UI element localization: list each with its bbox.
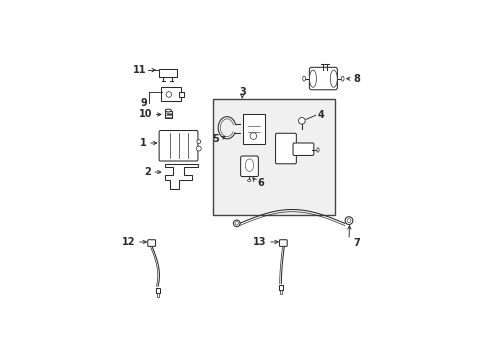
FancyBboxPatch shape: [161, 87, 181, 102]
Bar: [156, 288, 160, 293]
FancyBboxPatch shape: [147, 240, 155, 246]
Bar: [164, 111, 171, 118]
Bar: [280, 290, 282, 294]
Ellipse shape: [341, 76, 344, 81]
Ellipse shape: [309, 70, 316, 87]
Circle shape: [166, 92, 171, 97]
Circle shape: [233, 220, 240, 227]
Bar: [213, 99, 334, 215]
Ellipse shape: [245, 159, 253, 171]
Ellipse shape: [316, 148, 319, 152]
Bar: [159, 69, 177, 77]
Text: 9: 9: [140, 98, 147, 108]
Bar: [157, 293, 159, 297]
Bar: [178, 92, 183, 97]
Text: 3: 3: [239, 87, 245, 97]
Ellipse shape: [302, 76, 305, 81]
Circle shape: [298, 117, 305, 124]
Circle shape: [346, 219, 350, 222]
Text: 1: 1: [140, 138, 146, 148]
Circle shape: [196, 146, 201, 151]
FancyBboxPatch shape: [243, 114, 265, 144]
Ellipse shape: [329, 70, 337, 87]
Text: 12: 12: [122, 237, 135, 247]
Circle shape: [235, 222, 238, 225]
Text: 13: 13: [253, 237, 266, 247]
Bar: [279, 285, 283, 291]
Circle shape: [197, 140, 200, 144]
Circle shape: [345, 217, 352, 225]
Text: 5: 5: [212, 134, 218, 144]
Text: 4: 4: [317, 110, 323, 120]
Ellipse shape: [247, 179, 250, 181]
FancyBboxPatch shape: [240, 156, 258, 176]
Text: 6: 6: [257, 178, 264, 188]
Text: 10: 10: [139, 109, 152, 120]
FancyBboxPatch shape: [159, 131, 198, 161]
Text: 2: 2: [144, 167, 150, 177]
FancyBboxPatch shape: [309, 67, 337, 90]
Text: 11: 11: [133, 65, 146, 75]
FancyBboxPatch shape: [292, 143, 313, 156]
Ellipse shape: [165, 109, 171, 112]
Text: 7: 7: [352, 238, 359, 248]
FancyBboxPatch shape: [275, 133, 296, 164]
Circle shape: [249, 133, 256, 139]
Text: 8: 8: [352, 74, 359, 84]
FancyBboxPatch shape: [279, 240, 286, 246]
